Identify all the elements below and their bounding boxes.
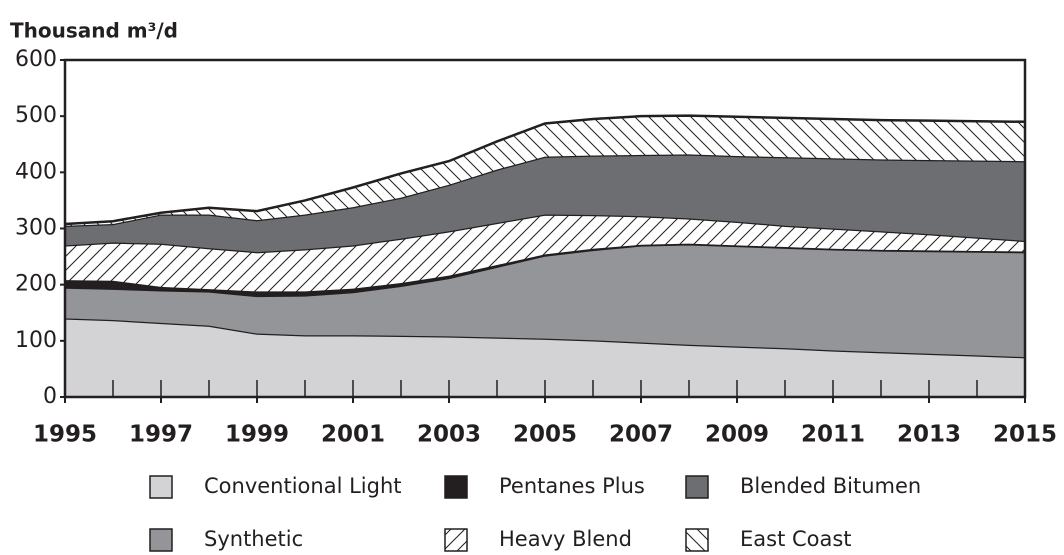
y-tick-label: 400 <box>15 159 57 184</box>
legend-label: Synthetic <box>204 527 303 551</box>
y-tick-label: 500 <box>15 103 57 128</box>
legend-label: Conventional Light <box>204 474 402 498</box>
x-tick-label: 2013 <box>897 422 961 448</box>
area <box>65 154 1025 253</box>
x-tick-label: 2011 <box>801 422 865 448</box>
x-tick-label: 2015 <box>993 422 1057 448</box>
legend-swatch <box>444 528 468 552</box>
y-tick-label: 0 <box>43 384 57 409</box>
area <box>65 214 1025 292</box>
x-tick-label: 1995 <box>33 422 97 448</box>
legend-swatch <box>685 528 709 552</box>
y-tick-label: 100 <box>15 328 57 353</box>
legend-swatch <box>149 528 173 552</box>
x-tick-label: 2007 <box>609 422 673 448</box>
x-tick-label: 2003 <box>417 422 481 448</box>
y-tick-label: 600 <box>15 47 57 72</box>
legend-swatch <box>685 475 709 499</box>
x-tick-label: 2005 <box>513 422 577 448</box>
legend-swatch <box>149 475 173 499</box>
y-tick-label: 300 <box>15 216 57 241</box>
area <box>65 318 1025 397</box>
x-tick-label: 2001 <box>321 422 385 448</box>
area-edge <box>64 114 1026 226</box>
legend-label: Pentanes Plus <box>499 474 645 498</box>
y-axis-label: Thousand m³/d <box>10 19 178 43</box>
x-tick-label: 2009 <box>705 422 769 448</box>
legend-swatch <box>444 475 468 499</box>
x-tick-label: 1997 <box>129 422 193 448</box>
area <box>65 244 1025 358</box>
x-tick-label: 1999 <box>225 422 289 448</box>
legend-label: East Coast <box>740 527 852 551</box>
legend-label: Heavy Blend <box>499 527 632 551</box>
area <box>65 115 1025 226</box>
legend-label: Blended Bitumen <box>740 474 921 498</box>
plot-frame <box>63 58 1027 399</box>
y-tick-label: 200 <box>15 272 57 297</box>
